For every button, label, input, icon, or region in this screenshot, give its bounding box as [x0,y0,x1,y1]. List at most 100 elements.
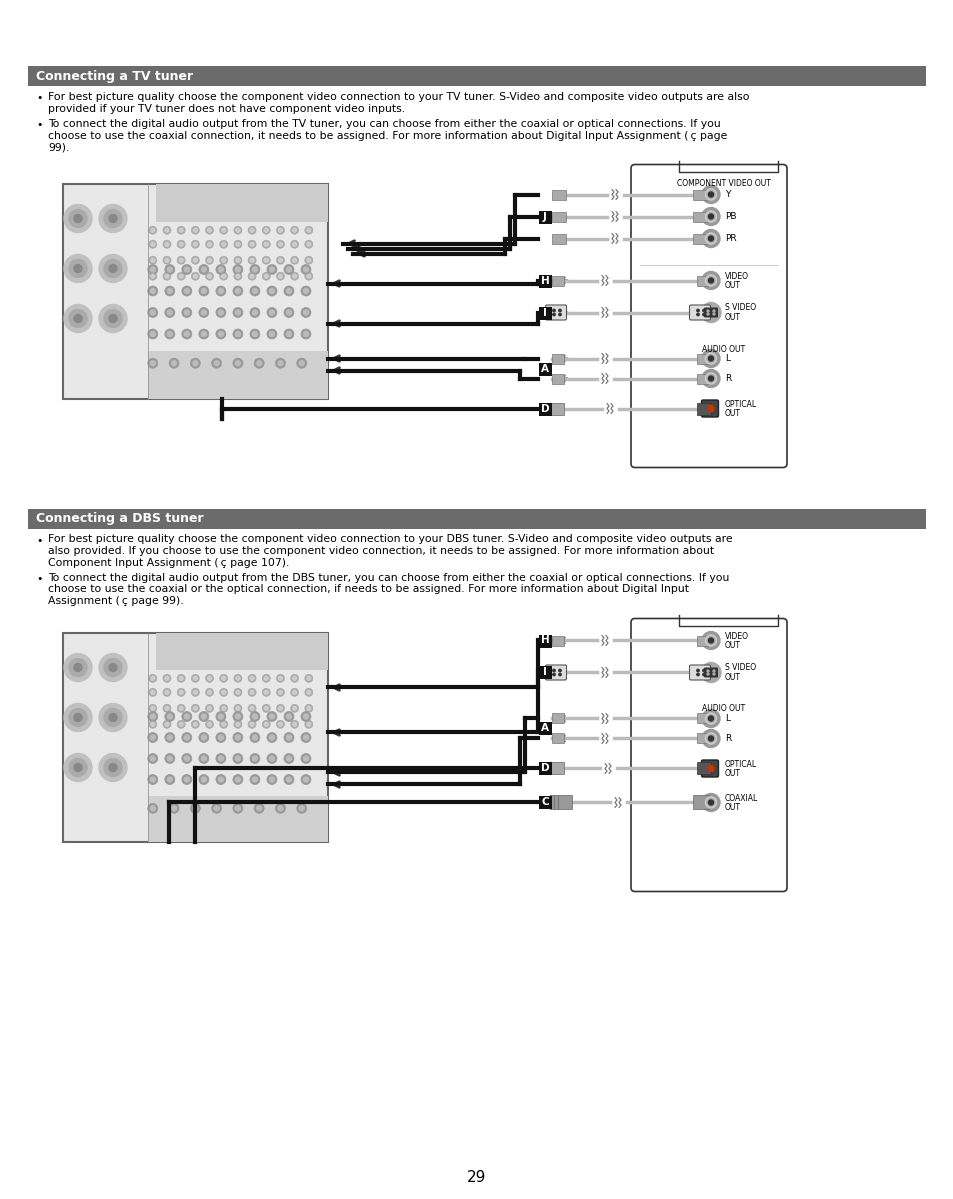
Circle shape [198,265,209,275]
Circle shape [235,706,239,710]
Circle shape [233,227,242,234]
Circle shape [296,359,307,368]
Bar [155,183,328,222]
Circle shape [235,713,240,719]
Circle shape [250,711,259,722]
Circle shape [291,227,298,234]
Circle shape [215,287,226,296]
Circle shape [208,228,212,233]
Circle shape [701,632,720,650]
Circle shape [219,272,228,281]
Circle shape [167,289,172,294]
Circle shape [708,716,713,721]
Circle shape [215,711,226,722]
Circle shape [276,688,284,697]
Circle shape [151,806,155,811]
Circle shape [148,733,157,742]
Text: Connecting a DBS tuner: Connecting a DBS tuner [36,512,203,525]
Circle shape [148,359,157,368]
Circle shape [163,704,171,712]
Circle shape [296,803,307,813]
Circle shape [149,721,156,728]
FancyBboxPatch shape [703,307,718,318]
Circle shape [233,307,243,318]
Circle shape [233,721,242,728]
Circle shape [148,287,157,296]
Circle shape [165,265,174,275]
Circle shape [705,713,716,724]
Circle shape [179,691,183,694]
Circle shape [264,258,268,263]
Circle shape [212,803,221,813]
Circle shape [235,806,240,811]
Circle shape [235,691,239,694]
Circle shape [74,713,82,722]
Circle shape [149,704,156,712]
Circle shape [218,267,223,272]
Circle shape [184,267,189,272]
Circle shape [262,674,270,682]
Circle shape [264,242,268,246]
Circle shape [192,688,199,697]
Circle shape [151,676,154,680]
Bar [552,211,565,222]
Circle shape [262,240,270,248]
Circle shape [278,228,282,233]
Circle shape [163,688,171,697]
Circle shape [256,806,261,811]
Circle shape [167,735,172,740]
Circle shape [192,721,199,728]
Circle shape [552,674,555,676]
Bar [538,634,552,647]
Circle shape [276,674,284,682]
Circle shape [198,307,209,318]
Circle shape [235,722,239,727]
Circle shape [172,361,176,366]
Circle shape [149,272,156,281]
Circle shape [198,753,209,764]
Circle shape [706,277,714,284]
Circle shape [179,275,183,278]
Circle shape [74,215,82,223]
Circle shape [182,307,192,318]
Circle shape [305,272,313,281]
Circle shape [233,775,243,784]
Circle shape [163,227,171,234]
Circle shape [233,803,243,813]
Circle shape [706,735,714,742]
Circle shape [233,674,242,682]
Circle shape [702,674,704,676]
Circle shape [151,735,155,740]
Circle shape [278,706,282,710]
Circle shape [705,635,716,646]
Circle shape [74,314,82,323]
Circle shape [291,721,298,728]
Circle shape [286,267,292,272]
Circle shape [149,257,156,264]
Circle shape [151,722,154,727]
Circle shape [235,228,239,233]
Circle shape [193,722,197,727]
Circle shape [205,227,213,234]
Bar [550,763,563,775]
Bar [697,763,710,775]
Circle shape [300,753,311,764]
Circle shape [148,753,157,764]
Circle shape [104,210,122,228]
Circle shape [182,775,192,784]
Circle shape [278,242,282,246]
Circle shape [305,721,313,728]
Circle shape [193,691,197,694]
FancyBboxPatch shape [700,400,718,417]
Circle shape [208,691,212,694]
Circle shape [250,307,259,318]
Circle shape [177,704,185,712]
Circle shape [148,307,157,318]
Circle shape [184,331,189,337]
Circle shape [701,186,720,204]
Circle shape [233,711,243,722]
Circle shape [208,676,212,680]
Circle shape [291,704,298,712]
Circle shape [291,674,298,682]
Circle shape [109,314,117,323]
